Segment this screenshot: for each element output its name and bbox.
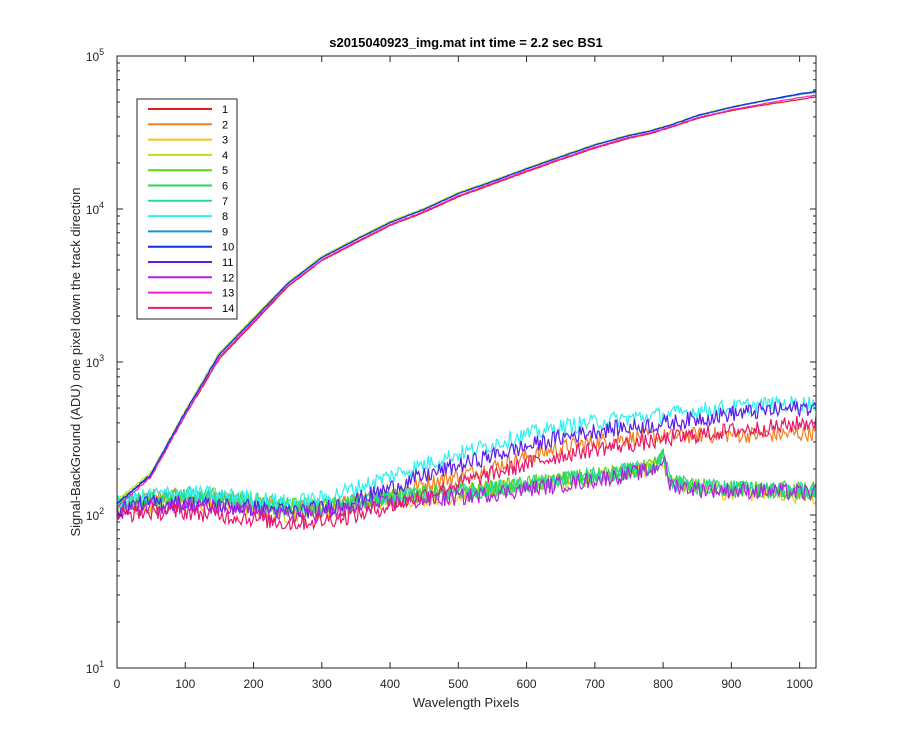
legend-box [136, 98, 238, 320]
legend-label: 13 [222, 288, 234, 300]
y-tick-label: 105 [86, 47, 104, 64]
legend-label: 1 [222, 104, 228, 116]
series-layer [116, 90, 817, 531]
legend-label: 3 [222, 135, 228, 147]
x-tick-label: 400 [380, 677, 400, 691]
y-tick-exponent: 4 [99, 200, 104, 210]
x-tick-label: 300 [312, 677, 332, 691]
y-tick-label: 102 [86, 506, 104, 523]
y-tick-base: 10 [86, 203, 100, 217]
y-tick-base: 10 [86, 662, 100, 676]
legend-label: 10 [222, 242, 234, 254]
chart-title: s2015040923_img.mat int time = 2.2 sec B… [329, 35, 603, 50]
series-line-13 [116, 94, 817, 509]
series-line-1 [116, 96, 817, 504]
x-axis-label: Wavelength Pixels [413, 695, 520, 710]
y-tick-base: 10 [86, 50, 100, 64]
series-line-11 [116, 400, 817, 519]
legend-label: 11 [222, 257, 233, 269]
x-tick-label: 900 [721, 677, 741, 691]
y-tick-label: 101 [86, 659, 104, 676]
x-tick-label: 500 [448, 677, 468, 691]
y-tick-exponent: 5 [99, 47, 104, 57]
legend-label: 9 [222, 226, 228, 238]
series-line-10 [116, 90, 817, 505]
y-tick-exponent: 2 [99, 506, 104, 516]
x-axis: 0 100 200 300 400 500 600 700 800 900 1000 [114, 56, 813, 691]
x-tick-label: 100 [175, 677, 195, 691]
y-tick-base: 10 [86, 509, 100, 523]
x-tick-label: 1000 [786, 677, 813, 691]
y-tick-label: 104 [86, 200, 104, 217]
legend-label: 7 [222, 196, 228, 208]
x-tick-label: 700 [585, 677, 605, 691]
legend-label: 4 [222, 150, 228, 162]
legend-label: 5 [222, 165, 228, 177]
x-tick-label: 600 [517, 677, 537, 691]
legend-label: 2 [222, 119, 228, 131]
legend-label: 14 [222, 303, 234, 315]
legend-label: 8 [222, 211, 228, 223]
y-axis-label: Signal-BackGround (ADU) one pixel down t… [68, 187, 83, 536]
y-tick-exponent: 1 [99, 659, 104, 669]
y-tick-label: 103 [86, 353, 104, 370]
legend-label: 6 [222, 181, 228, 193]
x-tick-label: 0 [114, 677, 121, 691]
x-tick-label: 800 [653, 677, 673, 691]
x-tick-label: 200 [244, 677, 264, 691]
y-tick-base: 10 [86, 356, 100, 370]
series-line-14 [116, 415, 817, 531]
legend-label: 12 [222, 272, 234, 284]
y-tick-exponent: 3 [99, 353, 104, 363]
series-line-12 [116, 455, 817, 526]
